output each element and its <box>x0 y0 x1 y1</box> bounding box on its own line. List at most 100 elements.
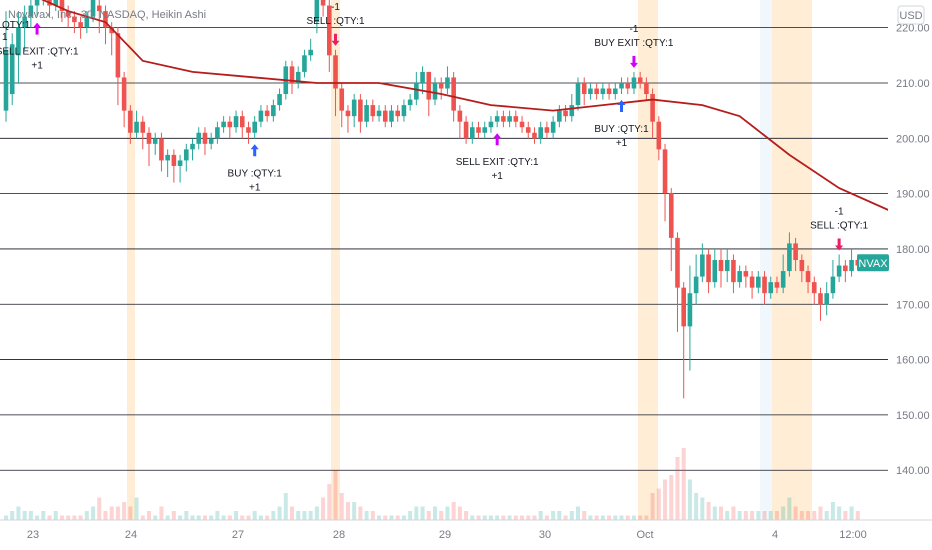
candle-body <box>215 127 220 139</box>
volume-bar <box>420 506 425 520</box>
candle <box>712 248 718 288</box>
annotation-label: SELL :QTY:1 <box>810 220 868 231</box>
candle-body <box>221 121 226 128</box>
candle <box>233 110 239 133</box>
volume-bar <box>457 506 462 520</box>
time-tick-label: 29 <box>439 529 451 541</box>
volume-bar <box>171 511 176 520</box>
volume-bar <box>258 515 263 520</box>
candle <box>488 116 494 133</box>
exit-arrow-icon <box>629 55 638 68</box>
volume-bar <box>482 515 487 520</box>
candle-body <box>706 254 711 283</box>
annotation-qty: +1 <box>249 182 261 193</box>
time-tick-label: 30 <box>539 529 551 541</box>
candle <box>756 271 761 294</box>
candle-body <box>90 0 96 17</box>
candle <box>426 71 432 117</box>
volume-bar <box>184 511 189 520</box>
volume-bar <box>352 502 357 520</box>
candle-body <box>780 271 786 288</box>
candle <box>824 282 829 316</box>
candle-body <box>208 138 214 144</box>
candle-body <box>370 105 376 117</box>
candle-body <box>395 110 400 117</box>
candle <box>581 77 587 106</box>
volume-bar <box>737 511 742 520</box>
sell-arrow-icon <box>331 33 340 46</box>
candle <box>662 143 668 222</box>
candle <box>382 105 388 128</box>
candle <box>196 127 202 150</box>
candle <box>768 276 774 299</box>
volume-bar <box>762 511 767 520</box>
volume-bar <box>812 511 817 520</box>
candle <box>731 254 736 294</box>
volume-bar <box>426 511 431 520</box>
volume-bar <box>134 497 139 520</box>
volume-bar <box>855 511 860 520</box>
price-tick-label: 180.00 <box>896 244 930 256</box>
volume-bar <box>656 488 661 520</box>
volume-bar <box>196 515 201 520</box>
candle-body <box>843 265 848 272</box>
candle <box>246 121 251 144</box>
candle-body <box>333 55 338 89</box>
sell-arrow-icon <box>835 238 844 251</box>
volume-bar <box>59 515 64 520</box>
volume-bar <box>719 506 723 520</box>
candle-body <box>246 127 251 133</box>
time-tick-label: 24 <box>125 529 137 541</box>
price-tick-label: 190.00 <box>896 189 930 201</box>
candle-body <box>637 77 643 83</box>
price-axis[interactable]: 140.00 150.00 160.00 170.00 180.00 190.00 200.… <box>888 0 932 550</box>
volume-bar <box>532 515 537 520</box>
annotation-qty: -1 <box>835 206 844 217</box>
volume-bar <box>178 515 183 520</box>
volume-bar <box>563 515 568 520</box>
candle <box>780 254 786 294</box>
candle <box>507 110 512 128</box>
candle <box>264 105 270 122</box>
candle <box>538 121 543 144</box>
moving-average <box>41 0 932 221</box>
candle <box>805 265 811 294</box>
volume-bar <box>10 511 15 520</box>
candle-body <box>177 160 183 166</box>
candle <box>843 260 848 283</box>
candle <box>339 82 345 128</box>
candle-body <box>749 276 755 288</box>
volume-bar <box>271 511 276 520</box>
candle-body <box>109 27 114 34</box>
volume-bar <box>153 515 158 520</box>
volume-bar <box>84 511 89 520</box>
volume-bar <box>576 506 580 520</box>
candle-body <box>756 276 761 288</box>
volume-bar <box>675 457 680 520</box>
candle-body <box>700 254 705 277</box>
candle <box>115 27 121 106</box>
candle-body <box>668 193 674 238</box>
candle <box>532 127 537 144</box>
candle <box>327 0 332 72</box>
currency-button[interactable]: USD <box>897 5 925 25</box>
candle <box>550 116 556 139</box>
time-axis[interactable]: 23 24 27 28 29 30 Oct 4 12:00 <box>0 519 932 541</box>
candle <box>53 0 59 12</box>
volume-bar <box>122 502 127 520</box>
trade-annotation: SELL :QTY:1 -1 <box>307 2 365 46</box>
volume-bar <box>246 515 251 520</box>
volume-bar <box>743 511 748 520</box>
candle-body <box>712 260 718 283</box>
volume-bar <box>501 515 506 520</box>
candle <box>28 0 34 28</box>
volume-bar <box>345 502 350 520</box>
candle-body <box>184 149 189 161</box>
candle <box>407 94 413 111</box>
candle <box>414 71 419 106</box>
candle-body <box>103 11 108 28</box>
candle-body <box>78 22 83 28</box>
volume-bar <box>91 506 96 520</box>
volume-bar <box>663 479 668 520</box>
